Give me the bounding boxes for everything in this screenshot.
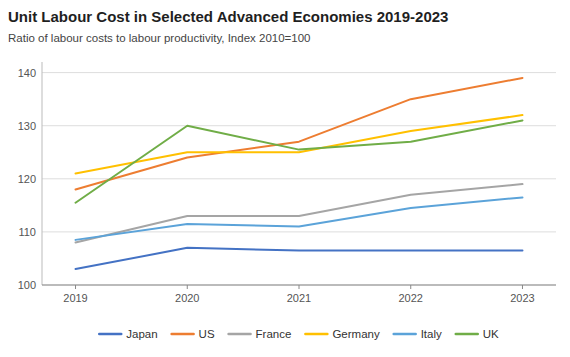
legend-item: UK [456, 328, 499, 340]
series-line [76, 184, 523, 242]
y-tick-label: 140 [18, 67, 36, 79]
legend-swatch [229, 333, 251, 336]
legend: Japan US France Germany Italy UK [99, 328, 499, 340]
x-tick [75, 285, 76, 289]
x-tick-label: 2022 [398, 292, 422, 304]
legend-item: Germany [305, 328, 380, 340]
chart-svg: Unit Labour Cost in Selected Advanced Ec… [0, 0, 570, 357]
legend-label: Italy [421, 328, 442, 340]
y-tick-label: 110 [18, 226, 36, 238]
legend-item: Japan [99, 328, 157, 340]
y-tick-label: 100 [18, 279, 36, 291]
series-line [76, 120, 523, 202]
x-tick-label: 2020 [175, 292, 199, 304]
series-line [76, 248, 523, 269]
lines [76, 78, 523, 269]
x-tick-label: 2023 [510, 292, 534, 304]
grid-line [42, 125, 556, 126]
x-tick [410, 285, 411, 289]
y-axis-line [42, 62, 43, 285]
title: Unit Labour Cost in Selected Advanced Ec… [8, 8, 448, 25]
legend-item: US [172, 328, 215, 340]
chart-container: Unit Labour Cost in Selected Advanced Ec… [0, 0, 570, 357]
legend-swatch [99, 333, 121, 336]
x-tick-label: 2021 [287, 292, 311, 304]
y-grid [42, 73, 556, 285]
legend-label: Japan [126, 328, 157, 340]
legend-label: Germany [332, 328, 380, 340]
grid-line [42, 72, 556, 73]
legend-label: France [256, 328, 292, 340]
series-line [76, 197, 523, 239]
x-tick [187, 285, 188, 289]
legend-item: Italy [394, 328, 442, 340]
legend-swatch [394, 333, 416, 336]
legend-swatch [456, 333, 478, 336]
series-line [76, 115, 523, 173]
x-tick-label: 2019 [63, 292, 87, 304]
legend-swatch [172, 333, 194, 336]
y-tick-label: 120 [18, 173, 36, 185]
legend-swatch [305, 333, 327, 336]
grid-line [42, 178, 556, 179]
x-tick [299, 285, 300, 289]
legend-item: France [229, 328, 292, 340]
legend-label: UK [483, 328, 499, 340]
subtitle: Ratio of labour costs to labour producti… [8, 32, 311, 44]
y-tick-label: 130 [18, 120, 36, 132]
x-tick [522, 285, 523, 289]
legend-label: US [199, 328, 215, 340]
